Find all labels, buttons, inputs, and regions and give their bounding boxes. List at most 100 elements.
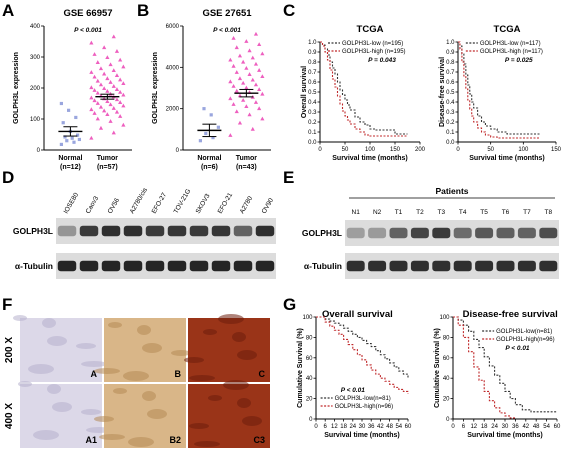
data-point	[108, 102, 113, 107]
data-point	[98, 82, 104, 87]
y-tick-label: 40	[443, 376, 450, 382]
y-tick-label: 4000	[166, 65, 180, 71]
data-point	[247, 48, 252, 53]
golph3l-band	[79, 225, 99, 237]
lane-label: T1	[395, 209, 403, 216]
x-axis-label: Survival time (months)	[332, 155, 407, 162]
x-tick-label: 24	[491, 424, 498, 430]
tissue-texture	[203, 329, 217, 335]
chart-title: Disease-free survival	[463, 309, 558, 320]
data-point	[67, 108, 71, 112]
chart-title: Overall survival	[322, 309, 393, 320]
data-point	[257, 42, 262, 46]
data-point	[95, 90, 100, 95]
chart-title: TCGA	[494, 24, 521, 35]
lane-label: T4	[459, 209, 467, 216]
x-tick-label: 36	[512, 424, 519, 430]
data-point	[92, 111, 97, 115]
data-point	[228, 96, 233, 101]
y-tick-label: 0.5	[446, 90, 455, 96]
p-value: P < 0.001	[213, 27, 241, 34]
data-point	[89, 135, 94, 140]
tile-caption: B2	[169, 435, 181, 445]
data-point	[121, 81, 126, 86]
data-point	[92, 52, 97, 56]
tissue-texture	[28, 364, 54, 374]
km-curve	[316, 316, 409, 379]
data-point	[198, 139, 202, 143]
data-point	[121, 103, 126, 108]
y-tick-label: 100	[439, 315, 450, 321]
data-point	[234, 45, 239, 50]
data-point	[95, 60, 100, 64]
data-point	[257, 106, 262, 111]
legend-label: GOLPH3L-low (n=117)	[480, 41, 541, 47]
y-axis-label: GOLPH3L expression	[13, 52, 20, 124]
x-tick-label: 48	[386, 424, 393, 430]
x-tick-label: 24	[349, 424, 356, 430]
legend-label: GOLPH3L-low(n=81)	[496, 329, 552, 335]
panel-label-f: F	[2, 295, 12, 314]
y-tick-label: 6000	[166, 24, 180, 30]
y-tick-label: 100	[302, 315, 313, 321]
y-tick-label: 0.9	[446, 50, 455, 56]
tissue-texture	[108, 322, 122, 328]
golph3l-band	[233, 225, 253, 237]
data-point	[237, 120, 243, 125]
data-point	[231, 36, 236, 40]
golph3l-band	[517, 227, 536, 239]
lane-label: T3	[438, 209, 446, 216]
data-point	[111, 106, 116, 110]
tissue-texture	[128, 437, 154, 447]
y-tick-label: 0.8	[308, 60, 317, 66]
lane-label: T6	[502, 209, 510, 216]
p-value: P = 0.043	[368, 57, 396, 64]
x-tick-label: 42	[377, 424, 384, 430]
lane-label: EFO-21	[217, 191, 235, 215]
tissue-texture	[76, 343, 96, 349]
data-point	[105, 89, 110, 93]
data-point	[105, 55, 110, 60]
tissue-texture	[242, 416, 262, 426]
tubulin-band	[539, 260, 558, 272]
tissue-texture	[223, 380, 249, 390]
tissue-texture	[42, 318, 56, 328]
data-point	[250, 126, 255, 131]
group-label: Normal	[58, 155, 82, 162]
tissue-texture	[81, 361, 107, 367]
lane-label: T8	[545, 209, 553, 216]
lane-label: Caov3	[85, 195, 101, 215]
data-point	[76, 133, 80, 137]
tubulin-band	[410, 260, 429, 272]
data-point	[89, 95, 94, 100]
data-point	[244, 65, 249, 70]
x-tick-label: 12	[331, 424, 338, 430]
y-tick-label: 0.5	[308, 90, 317, 96]
km-curve	[453, 316, 516, 419]
x-tick-label: 18	[340, 424, 347, 430]
group-label: Tumor	[236, 155, 258, 162]
tissue-texture	[113, 388, 127, 394]
lane-label: SKOV3	[195, 192, 212, 215]
y-tick-label: 100	[30, 117, 41, 123]
y-tick-label: 0.6	[446, 80, 455, 86]
data-point	[89, 85, 94, 90]
panel-label-c: C	[283, 1, 295, 20]
y-tick-label: 0.7	[308, 70, 317, 76]
data-point	[231, 102, 236, 106]
x-tick-label: 50	[487, 147, 494, 153]
legend-label: GOLPH3L-low(n=81)	[335, 396, 391, 402]
x-tick-label: 150	[551, 147, 562, 153]
golph3l-band	[123, 225, 143, 237]
lane-label: IOSE80	[63, 191, 81, 215]
y-tick-label: 20	[443, 397, 450, 403]
chart-g-disease-free-survival: Disease-free survival 0 6 12 18 24 30 36 42 48 54 6…	[434, 309, 561, 439]
data-point	[237, 93, 243, 98]
lane-label: A2780	[239, 195, 255, 215]
tubulin-band	[346, 260, 365, 272]
y-tick-label: 20	[306, 397, 313, 403]
ihc-tile	[20, 384, 102, 448]
data-point	[247, 112, 252, 117]
tissue-texture	[147, 409, 167, 419]
